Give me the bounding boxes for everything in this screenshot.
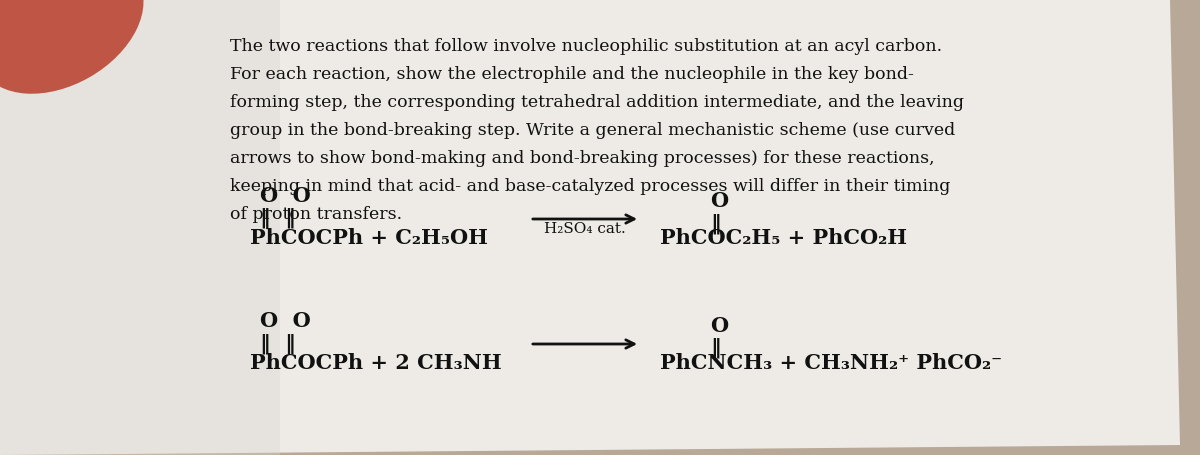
Text: PhCOC₂H₅ + PhCO₂H: PhCOC₂H₅ + PhCO₂H — [660, 228, 907, 248]
Text: forming step, the corresponding tetrahedral addition intermediate, and the leavi: forming step, the corresponding tetrahed… — [230, 94, 964, 111]
Text: ‖  ‖: ‖ ‖ — [260, 207, 295, 228]
Text: O: O — [710, 315, 728, 335]
Text: PhCOCPh + 2 CH₃NH: PhCOCPh + 2 CH₃NH — [250, 352, 502, 372]
Text: ‖: ‖ — [710, 212, 721, 233]
Text: The two reactions that follow involve nucleophilic substitution at an acyl carbo: The two reactions that follow involve nu… — [230, 38, 942, 55]
Text: O  O: O O — [260, 310, 311, 330]
Text: ‖: ‖ — [710, 337, 721, 358]
Text: ‖  ‖: ‖ ‖ — [260, 332, 295, 353]
Polygon shape — [0, 0, 280, 455]
Text: arrows to show bond-making and bond-breaking processes) for these reactions,: arrows to show bond-making and bond-brea… — [230, 150, 935, 167]
Text: of proton transfers.: of proton transfers. — [230, 206, 402, 222]
Text: keeping in mind that acid- and base-catalyzed processes will differ in their tim: keeping in mind that acid- and base-cata… — [230, 177, 950, 195]
Text: O: O — [710, 191, 728, 211]
Text: group in the bond-breaking step. Write a general mechanistic scheme (use curved: group in the bond-breaking step. Write a… — [230, 122, 955, 139]
Text: H₂SO₄ cat.: H₂SO₄ cat. — [544, 222, 626, 236]
Ellipse shape — [0, 0, 144, 95]
Text: For each reaction, show the electrophile and the nucleophile in the key bond-: For each reaction, show the electrophile… — [230, 66, 914, 83]
Text: PhCNCH₃ + CH₃NH₂⁺ PhCO₂⁻: PhCNCH₃ + CH₃NH₂⁺ PhCO₂⁻ — [660, 352, 1002, 372]
Text: PhCOCPh + C₂H₅OH: PhCOCPh + C₂H₅OH — [250, 228, 488, 248]
Text: O  O: O O — [260, 186, 311, 206]
Polygon shape — [0, 0, 120, 76]
